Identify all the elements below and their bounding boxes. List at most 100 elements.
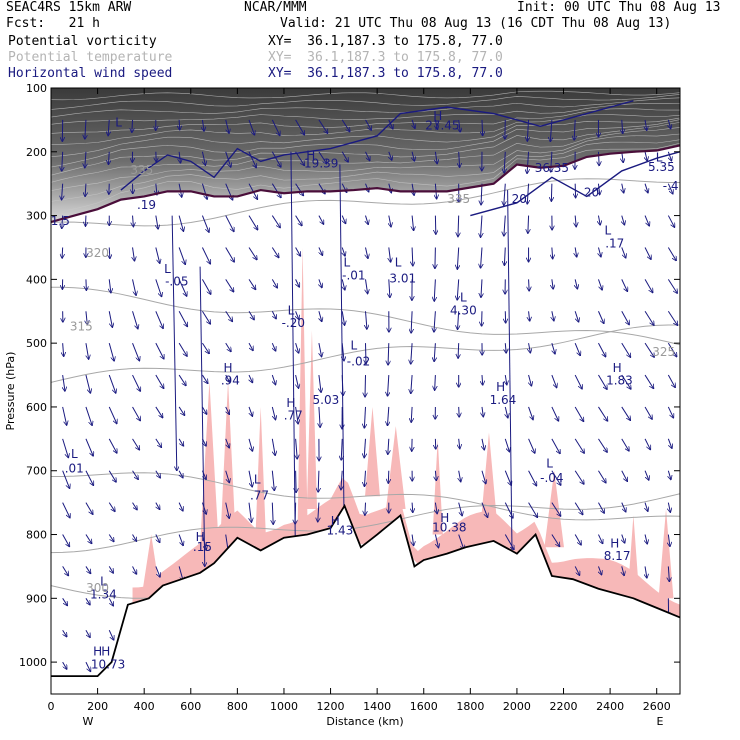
wind-vector bbox=[296, 343, 299, 353]
pv-extremum-label: -.01 bbox=[342, 268, 365, 282]
stratosphere-isentrope bbox=[51, 97, 680, 118]
wind-vector bbox=[271, 279, 277, 288]
wind-vector bbox=[85, 438, 93, 456]
wind-vector bbox=[505, 343, 506, 353]
wind-vector bbox=[364, 438, 365, 458]
wind-vector bbox=[645, 119, 647, 131]
pv-extremum-label: L bbox=[115, 115, 122, 129]
wind-vector bbox=[225, 438, 230, 448]
wind-vector bbox=[178, 374, 186, 386]
wind-vector bbox=[133, 247, 135, 261]
pv-extremum-label: 1.5 bbox=[51, 214, 70, 228]
wind-vector bbox=[62, 406, 67, 425]
wind-vector bbox=[85, 566, 91, 573]
wind-vector bbox=[459, 151, 460, 168]
pv-extremum-label: L bbox=[254, 472, 261, 486]
wind-vector bbox=[132, 470, 139, 480]
wind-vector bbox=[551, 374, 557, 388]
valid-time: Valid: 21 UTC Thu 08 Aug 13 (16 CDT Thu … bbox=[280, 16, 672, 31]
pv-extremum-label: .94 bbox=[221, 374, 240, 388]
wind-vector bbox=[271, 247, 279, 257]
wind-vector bbox=[574, 470, 584, 485]
forecast-hour: Fcst: 21 h bbox=[6, 16, 100, 31]
wind-vector bbox=[132, 119, 133, 133]
wind-vector bbox=[271, 311, 276, 319]
wind-vector bbox=[412, 534, 414, 546]
wind-vector bbox=[644, 438, 650, 450]
wind-vector bbox=[667, 279, 677, 293]
pv-extremum-label: L bbox=[100, 575, 107, 589]
wind-vector bbox=[644, 247, 651, 259]
wind-vector bbox=[85, 534, 92, 544]
wind-vector bbox=[108, 374, 116, 393]
wind-vector bbox=[248, 406, 252, 416]
pv-extremum-label: 27.45 bbox=[425, 118, 459, 132]
wind-vector bbox=[481, 183, 482, 205]
wind-vector bbox=[366, 247, 368, 258]
wind-vector bbox=[132, 406, 141, 421]
theta-contour-label: 325 bbox=[652, 345, 675, 359]
x-tick-label: 1800 bbox=[456, 700, 484, 713]
wind-vector bbox=[295, 183, 304, 196]
wind-vector bbox=[341, 119, 350, 132]
wind-vector bbox=[109, 247, 110, 258]
wind-vector bbox=[132, 279, 137, 295]
wind-vector bbox=[459, 119, 461, 132]
wind-vector bbox=[178, 279, 187, 296]
legend-pv-name: Potential vorticity bbox=[8, 34, 157, 49]
wind-vector bbox=[85, 151, 86, 168]
wind-vector bbox=[528, 502, 538, 518]
wind-vector bbox=[598, 534, 602, 544]
wind-vector bbox=[621, 502, 626, 512]
wind-vector bbox=[62, 566, 69, 575]
wind-vector bbox=[388, 470, 389, 484]
x-tick-label: 2000 bbox=[503, 700, 531, 713]
low-pv-region bbox=[297, 247, 308, 535]
wind-vector bbox=[225, 342, 231, 352]
wind-vector bbox=[667, 183, 673, 194]
stratosphere-isentrope bbox=[51, 127, 680, 183]
wind-vector bbox=[296, 438, 298, 459]
wind-vector bbox=[225, 374, 230, 382]
wind-vector bbox=[667, 310, 677, 325]
pv-extremum-label: H bbox=[496, 380, 505, 394]
wind-vector bbox=[435, 151, 437, 164]
wind-vector bbox=[575, 279, 577, 289]
wind-vector bbox=[411, 343, 412, 364]
wind-vector bbox=[62, 629, 67, 637]
wind-vector bbox=[272, 342, 275, 351]
wind-vector bbox=[85, 661, 91, 672]
wind-vector bbox=[318, 215, 324, 225]
wind-vector bbox=[319, 406, 320, 427]
wind-vector bbox=[202, 342, 209, 353]
wind-vector bbox=[86, 311, 87, 324]
pv-extremum-label: H bbox=[433, 109, 442, 123]
wind-vector bbox=[388, 438, 389, 455]
pv-extremum-label: L bbox=[546, 457, 553, 471]
wind-vector bbox=[434, 311, 435, 332]
wind-vector bbox=[108, 311, 112, 327]
theta-contour bbox=[51, 472, 680, 521]
wind-vector bbox=[481, 247, 482, 268]
wind-vector bbox=[667, 247, 676, 260]
wind-vector bbox=[528, 470, 537, 486]
wind-vector bbox=[248, 119, 255, 135]
wind-vector bbox=[178, 247, 185, 264]
wind-vector bbox=[388, 343, 389, 365]
wind-vector bbox=[598, 183, 599, 195]
wind-vector bbox=[504, 215, 505, 237]
wind-vector bbox=[63, 343, 64, 356]
wind-vector bbox=[132, 534, 137, 542]
organization-label: NCAR/MMM bbox=[244, 0, 307, 15]
wind-vector bbox=[621, 279, 628, 291]
wind-vector bbox=[132, 502, 138, 510]
below-ground bbox=[51, 505, 680, 694]
wind-vector bbox=[574, 406, 583, 422]
wind-vector bbox=[179, 470, 183, 478]
wind-speed-contour bbox=[470, 151, 680, 217]
wind-vector bbox=[155, 534, 160, 543]
pv-extremum-label: 3.01 bbox=[389, 272, 416, 286]
pv-extremum-label: H bbox=[101, 645, 110, 659]
wind-vector bbox=[551, 438, 560, 454]
wind-vector bbox=[108, 502, 115, 512]
